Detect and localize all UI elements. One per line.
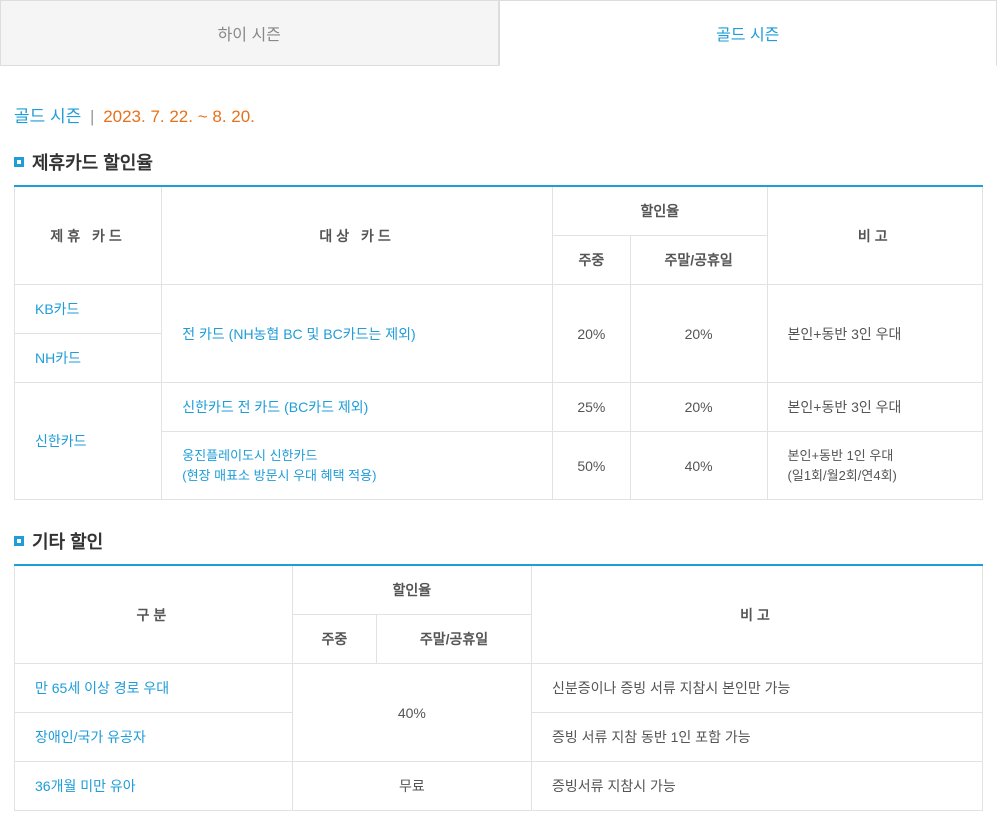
table-row: 만 65세 이상 경로 우대 40% 신분증이나 증빙 서류 지참시 본인만 가… (15, 664, 983, 713)
card-shinhan[interactable]: 신한카드 (15, 383, 162, 500)
th-weekday: 주중 (552, 236, 630, 285)
note-shinhan-1: 본인+동반 3인 우대 (767, 383, 982, 432)
season-date-range: 2023. 7. 22. ~ 8. 20. (103, 107, 255, 126)
section-title-other-discount: 기타 할인 (14, 528, 983, 554)
disc-senior-disabled: 40% (292, 664, 531, 762)
th-weekend: 주말/공휴일 (377, 615, 532, 664)
season-heading: 골드 시즌 | 2023. 7. 22. ~ 8. 20. (14, 102, 983, 127)
target-kb-nh[interactable]: 전 카드 (NH농협 BC 및 BC카드는 제외) (162, 285, 553, 383)
cat-disabled[interactable]: 장애인/국가 유공자 (15, 713, 293, 762)
season-name: 골드 시즌 (14, 107, 81, 126)
th-card: 제휴 카드 (15, 186, 162, 285)
th-weekend: 주말/공휴일 (630, 236, 767, 285)
bullet-icon (14, 157, 24, 167)
note-disabled: 증빙 서류 지참 동반 1인 포함 가능 (532, 713, 983, 762)
table-row: 36개월 미만 유아 무료 증빙서류 지참시 가능 (15, 762, 983, 811)
th-discount: 할인율 (292, 565, 531, 615)
section-title-text: 기타 할인 (32, 528, 103, 554)
content-area: 골드 시즌 | 2023. 7. 22. ~ 8. 20. 제휴카드 할인율 제… (0, 66, 997, 811)
card-kb[interactable]: KB카드 (15, 285, 162, 334)
note-kb-nh: 본인+동반 3인 우대 (767, 285, 982, 383)
note-line-a: 본인+동반 1인 우대 (788, 448, 894, 463)
target-line-a: 웅진플레이도시 신한카드 (182, 448, 317, 463)
disc-infant: 무료 (292, 762, 531, 811)
season-separator: | (90, 107, 94, 126)
target-line-b: (현장 매표소 방문시 우대 혜택 적용) (182, 468, 376, 483)
disc-weekday: 20% (552, 285, 630, 383)
cat-infant[interactable]: 36개월 미만 유아 (15, 762, 293, 811)
section-title-text: 제휴카드 할인율 (32, 149, 153, 175)
card-nh[interactable]: NH카드 (15, 334, 162, 383)
tab-high-season[interactable]: 하이 시즌 (0, 0, 499, 66)
target-shinhan-1[interactable]: 신한카드 전 카드 (BC카드 제외) (162, 383, 553, 432)
target-shinhan-2[interactable]: 웅진플레이도시 신한카드 (현장 매표소 방문시 우대 혜택 적용) (162, 432, 553, 500)
note-senior: 신분증이나 증빙 서류 지참시 본인만 가능 (532, 664, 983, 713)
disc-weekend: 20% (630, 285, 767, 383)
season-tabs: 하이 시즌 골드 시즌 (0, 0, 997, 66)
table-row: 신한카드 신한카드 전 카드 (BC카드 제외) 25% 20% 본인+동반 3… (15, 383, 983, 432)
th-weekday: 주중 (292, 615, 376, 664)
note-shinhan-2: 본인+동반 1인 우대 (일1회/월2회/연4회) (767, 432, 982, 500)
disc-weekend: 20% (630, 383, 767, 432)
disc-weekend: 40% (630, 432, 767, 500)
note-infant: 증빙서류 지참시 가능 (532, 762, 983, 811)
cat-senior[interactable]: 만 65세 이상 경로 우대 (15, 664, 293, 713)
tab-gold-season[interactable]: 골드 시즌 (499, 0, 997, 66)
th-discount: 할인율 (552, 186, 767, 236)
disc-weekday: 25% (552, 383, 630, 432)
note-line-b: (일1회/월2회/연4회) (788, 468, 897, 483)
th-category: 구분 (15, 565, 293, 664)
th-note: 비고 (532, 565, 983, 664)
table-row: KB카드 전 카드 (NH농협 BC 및 BC카드는 제외) 20% 20% 본… (15, 285, 983, 334)
section-title-card-discount: 제휴카드 할인율 (14, 149, 983, 175)
th-target: 대상 카드 (162, 186, 553, 285)
other-discount-table: 구분 할인율 비고 주중 주말/공휴일 만 65세 이상 경로 우대 40% 신… (14, 564, 983, 811)
bullet-icon (14, 536, 24, 546)
disc-weekday: 50% (552, 432, 630, 500)
th-note: 비고 (767, 186, 982, 285)
card-discount-table: 제휴 카드 대상 카드 할인율 비고 주중 주말/공휴일 KB카드 전 카드 (… (14, 185, 983, 500)
